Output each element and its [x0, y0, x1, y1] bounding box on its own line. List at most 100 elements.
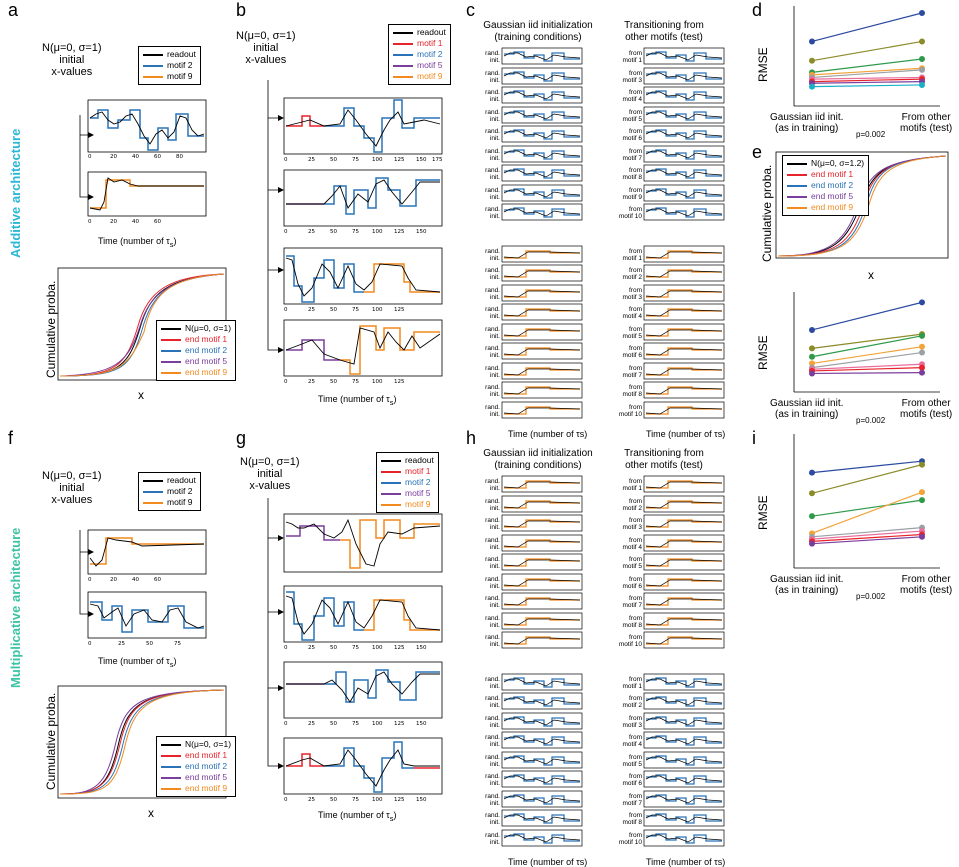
time-axis-label-grid-left: Time (number of τs) [508, 429, 588, 439]
svg-text:100: 100 [372, 797, 383, 803]
from-motif-cell [643, 381, 725, 399]
right2-e: motifs (test) [900, 409, 953, 420]
rand-init-cell [501, 106, 583, 123]
svg-text:25: 25 [118, 641, 125, 647]
rand-init-cell [501, 203, 583, 221]
rmse-point [919, 299, 925, 306]
panel-letter-g: g [236, 428, 247, 448]
rmse-series-line [811, 536, 923, 545]
from-motif-cell-label: from motif 10 [618, 831, 642, 846]
rmse-series-line [811, 499, 923, 517]
init-line2: initial [59, 54, 85, 66]
svg-text:75: 75 [352, 379, 359, 385]
rand-init-cell-label: rand. init. [485, 325, 500, 340]
rmse-point [809, 83, 815, 90]
svg-text:0: 0 [284, 797, 288, 803]
from-motif-cell-label: from motif 6 [622, 575, 642, 590]
init-line3-b: x-values [245, 54, 287, 66]
rmse-series-line [811, 346, 923, 365]
svg-text:150: 150 [416, 721, 427, 727]
rand-init-cell [501, 125, 583, 143]
rand-init-cell-label: rand. init. [485, 345, 500, 359]
rand-init-cell-label: rand. init. [485, 675, 500, 690]
from-motif-cell-label: from motif 6 [622, 773, 642, 787]
svg-text:0: 0 [88, 154, 92, 160]
rmse-right-label-d: From other motifs (test) [900, 112, 952, 134]
from-motif-cell-label: from motif 1 [622, 478, 642, 492]
svg-text:40: 40 [132, 577, 139, 583]
rmse-point [919, 497, 925, 504]
rand-init-cell-label: rand. init. [485, 306, 500, 320]
arrows-f [79, 530, 94, 617]
timeseries-f1: 0 20 40 60 [87, 529, 207, 583]
rand-init-cell-label: rand. init. [485, 186, 500, 201]
svg-text:125: 125 [394, 721, 405, 727]
from-motif-cell [643, 67, 725, 84]
rmse-point [919, 343, 925, 350]
from-motif-cell-label: from motif 5 [622, 108, 642, 123]
rmse-point [919, 10, 925, 17]
rmse-series-line [811, 367, 923, 372]
time-sub: s [169, 239, 174, 249]
rmse-point [919, 332, 925, 339]
legend-e-m1: end motif 1 [811, 169, 854, 179]
from-motif-cell-label: from motif 1 [622, 247, 642, 262]
time-label: Time (number of τ [98, 236, 170, 246]
svg-text:25: 25 [308, 721, 315, 727]
svg-text:0: 0 [284, 645, 288, 651]
from-motif-cell-label: from motif 5 [622, 325, 642, 340]
rand-init-cell-label: rand. init. [485, 147, 500, 162]
from-motif-cell-label: from motif 3 [622, 714, 642, 729]
from-motif-cell-label: from motif 5 [622, 556, 642, 570]
timeseries-g3: 0 25 50 75 100 125 150 [283, 661, 443, 727]
init-label-a: N(μ=0, σ=1) initial x-values [42, 42, 102, 78]
svg-text:50: 50 [330, 645, 337, 651]
init-label-g: N(μ=0, σ=1) initial x-values [240, 456, 300, 492]
right1-i: From other [901, 574, 951, 585]
timeseries-b1: 0 25 50 75 100 125 150 175 [283, 97, 443, 163]
rmse-point [809, 469, 815, 476]
rmse-series-line [811, 333, 923, 349]
from-motif-cell [643, 592, 725, 610]
from-motif-cell [643, 145, 725, 162]
right2-i: motifs (test) [900, 585, 953, 596]
rand-init-cell-label: rand. init. [485, 753, 500, 768]
from-motif-cell [643, 264, 725, 282]
rand-init-cell-label: rand. init. [485, 556, 500, 570]
rand-init-cell-label: rand. init. [485, 734, 500, 748]
svg-text:125: 125 [394, 307, 405, 313]
init-line2-f: initial [59, 482, 85, 494]
left1-d: Gaussian iid init. [770, 112, 844, 123]
svg-text:20: 20 [110, 577, 117, 583]
rand-init-cell [501, 342, 583, 360]
rand-init-cell [501, 475, 583, 493]
legend-g-m1: motif 1 [405, 466, 431, 476]
legend-b-m5: motif 5 [417, 60, 443, 70]
legend-g-m9: motif 9 [405, 499, 431, 509]
panel-letter-i: i [752, 428, 756, 448]
rand-init-cell [501, 692, 583, 710]
rmse-point [919, 38, 925, 45]
svg-text:50: 50 [330, 797, 337, 803]
from-motif-cell [643, 573, 725, 590]
legend-end-m9: end motif 9 [185, 367, 228, 377]
rand-init-cell-label: rand. init. [485, 634, 500, 648]
rmse-left-label-i: Gaussian iid init. (as in training) [770, 574, 843, 596]
from-motif-cell-label: from motif 7 [622, 595, 642, 609]
svg-text:75: 75 [352, 157, 359, 163]
svg-text:100: 100 [372, 157, 383, 163]
rmse-point [919, 369, 925, 376]
from-motif-cell [643, 284, 725, 301]
rand-init-cell-label: rand. init. [485, 247, 500, 262]
pvalue-d: p=0.002 [856, 130, 886, 139]
rmse-point [809, 57, 815, 64]
rmse-series-line [811, 76, 923, 80]
legend-f: readout motif 2 motif 9 [138, 472, 201, 511]
from-motif-cell [643, 362, 725, 379]
rand-init-cell [501, 164, 583, 182]
rand-init-cell [501, 553, 583, 571]
rmse-point [809, 38, 815, 45]
rand-init-cell-label: rand. init. [485, 517, 500, 531]
svg-text:60: 60 [154, 577, 161, 583]
svg-text:0: 0 [284, 379, 288, 385]
